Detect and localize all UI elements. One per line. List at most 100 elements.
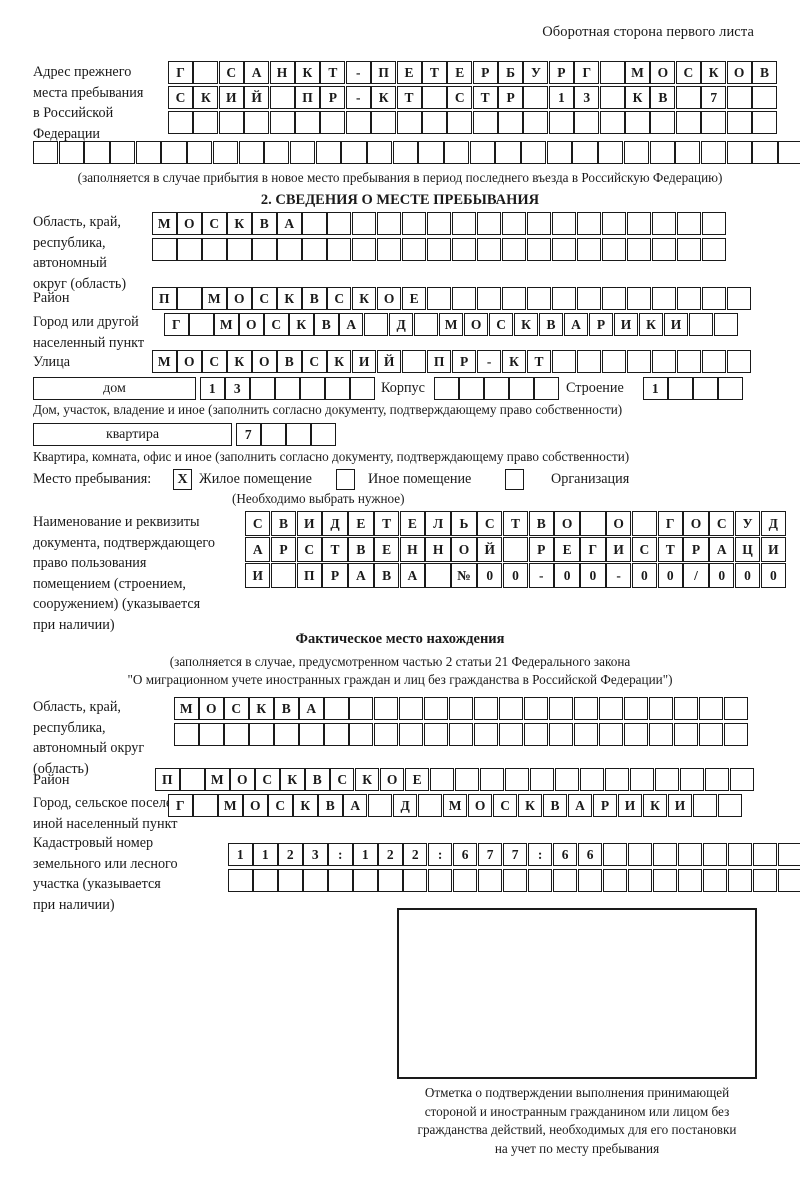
stroenie-cell-0[interactable]: 1 [643,377,668,400]
city-cell-19[interactable]: К [638,313,664,336]
prev-addr-cell-15[interactable] [418,141,444,164]
street-cell-16[interactable] [551,350,577,373]
house-cell-6[interactable] [349,377,375,400]
prev-addr-cell-14[interactable]: У [523,61,549,84]
prev-addr-cell-22[interactable] [726,111,752,134]
city-cell-16[interactable]: А [563,313,589,336]
document-cell-15[interactable] [631,511,658,536]
document-cell-17[interactable]: / [683,563,709,588]
prev-addr-cell-0[interactable] [168,111,193,134]
cadastral-cell-4[interactable]: : [327,843,353,866]
actual-region-cell-19[interactable] [648,697,674,720]
prev-addr-cell-5[interactable] [161,141,187,164]
region-cell-10[interactable] [401,238,427,261]
city-cell-21[interactable] [688,313,714,336]
district-cell-3[interactable]: О [226,287,252,310]
prev-addr-cell-1[interactable] [193,111,219,134]
region-row-2[interactable] [152,238,727,261]
city-cell-10[interactable] [413,313,439,336]
actual-region-cell-10[interactable] [423,697,449,720]
city-cell-8[interactable] [363,313,389,336]
actual-region-cell-5[interactable]: А [298,697,324,720]
actual-region-cell-21[interactable] [698,697,724,720]
cadastral-cell-14[interactable] [577,869,603,892]
street-cell-19[interactable] [626,350,652,373]
street-cell-6[interactable]: С [301,350,327,373]
actual-region-cell-13[interactable] [498,697,524,720]
street-cell-15[interactable]: Т [526,350,552,373]
document-cell-10[interactable]: Т [502,511,529,536]
prev-addr-cell-7[interactable]: - [345,61,371,84]
district-cell-15[interactable] [526,287,552,310]
cadastral-cell-4[interactable] [327,869,353,892]
document-cell-17[interactable]: Р [683,537,709,562]
prev-addr-cell-26[interactable] [700,141,727,164]
prev-addr-cell-9[interactable] [396,111,422,134]
prev-addr-cell-18[interactable]: М [625,61,651,84]
document-cell-15[interactable]: 0 [631,563,658,588]
document-row-3[interactable]: И П Р А В А № 0 0-0 0-0 0/0 0 0 [245,563,787,588]
prev-addr-cell-25[interactable] [675,141,701,164]
prev-addr-cell-19[interactable]: О [650,61,676,84]
cadastral-cell-9[interactable] [452,869,478,892]
prev-addr-cell-22[interactable] [726,86,752,109]
prev-addr-cell-5[interactable]: К [294,61,320,84]
prev-addr-cell-21[interactable]: 7 [701,86,727,109]
district-cell-7[interactable]: С [326,287,352,310]
prev-addr-cell-11[interactable] [315,141,341,164]
cadastral-cell-12[interactable]: : [527,843,553,866]
prev-addr-cell-15[interactable] [548,111,574,134]
actual-city-cell-7[interactable]: А [342,794,368,817]
prev-addr-cell-0[interactable]: С [168,86,193,109]
actual-region-cell-0[interactable] [174,723,199,746]
document-cell-13[interactable]: 0 [580,563,606,588]
document-cell-12[interactable]: 0 [554,563,580,588]
prev-addr-cell-27[interactable] [726,141,752,164]
region-cell-16[interactable] [551,212,577,235]
street-cell-8[interactable]: И [351,350,377,373]
city-cell-1[interactable] [188,313,214,336]
prev-addr-cell-3[interactable] [244,111,270,134]
prev-addr-cell-23[interactable] [751,86,777,109]
cadastral-cell-13[interactable]: 6 [552,843,578,866]
district-cell-2[interactable]: М [201,287,227,310]
district-cell-14[interactable] [501,287,527,310]
document-cell-13[interactable] [580,511,606,536]
actual-region-cell-18[interactable] [623,723,649,746]
actual-region-cell-0[interactable]: М [174,697,199,720]
actual-region-cell-17[interactable] [598,697,624,720]
document-cell-14[interactable]: - [605,563,632,588]
korpus-cell-2[interactable] [483,377,509,400]
prev-addr-cell-6[interactable] [320,111,346,134]
cadastral-cell-0[interactable]: 1 [228,843,253,866]
prev-addr-cell-6[interactable]: Т [320,61,346,84]
prev-addr-cell-7[interactable] [212,141,239,164]
city-cell-12[interactable]: О [463,313,489,336]
prev-addr-cell-6[interactable] [187,141,213,164]
prev-addr-cell-4[interactable] [135,141,162,164]
street-cell-22[interactable] [701,350,727,373]
document-cell-8[interactable]: О [451,537,477,562]
region-cell-8[interactable] [351,238,377,261]
district-cell-1[interactable] [176,287,202,310]
korpus-cell-1[interactable] [458,377,484,400]
region-cell-4[interactable] [251,238,277,261]
actual-region-cell-7[interactable] [348,723,374,746]
house-cell-3[interactable] [274,377,300,400]
cadastral-cell-7[interactable] [402,869,428,892]
city-cell-5[interactable]: К [288,313,314,336]
document-cell-12[interactable]: О [554,511,580,536]
korpus-cell-3[interactable] [508,377,534,400]
prev-addr-cell-17[interactable] [599,111,625,134]
actual-city-cell-3[interactable]: О [242,794,268,817]
prev-addr-cell-23[interactable] [751,111,777,134]
actual-region-cell-1[interactable]: О [198,697,224,720]
actual-district-cell-14[interactable] [504,768,530,791]
actual-region-cell-19[interactable] [648,723,674,746]
actual-district-cell-10[interactable]: Е [404,768,430,791]
